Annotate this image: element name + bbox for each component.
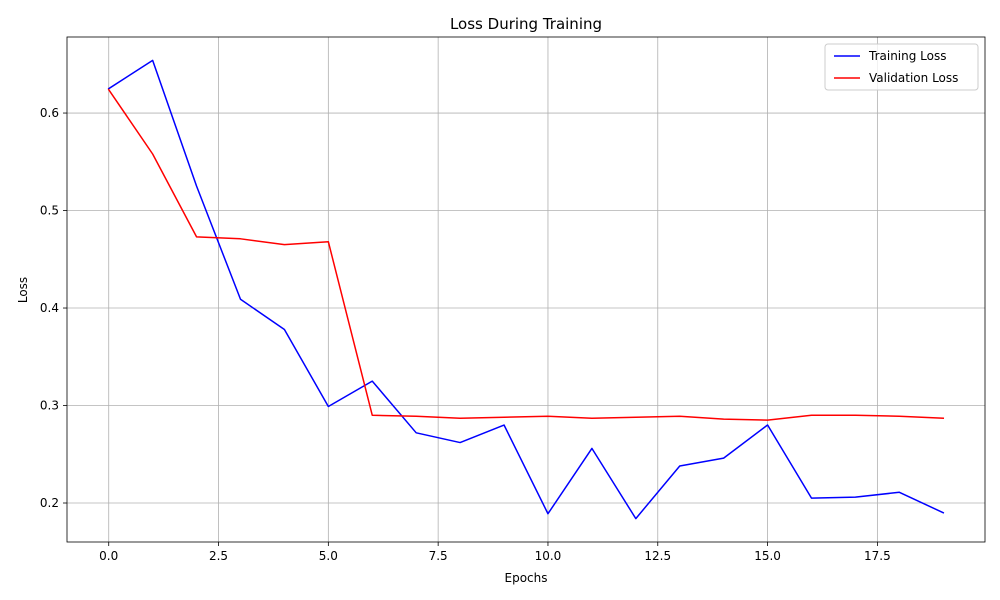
series-line-validation-loss: [107, 88, 945, 421]
legend: Training Loss Validation Loss: [824, 43, 979, 91]
y-tick-label: 0.4: [40, 301, 59, 315]
plot-frame: [66, 36, 986, 543]
x-tick-label: 12.5: [644, 549, 671, 563]
series-lines: [107, 59, 945, 520]
x-tick-label: 0.0: [99, 549, 118, 563]
x-axis-label: Epochs: [505, 571, 548, 585]
series-line-training-loss: [107, 59, 945, 520]
x-tick-label: 15.0: [754, 549, 781, 563]
y-tick-label: 0.6: [40, 106, 59, 120]
y-tick-label: 0.2: [40, 496, 59, 510]
chart-title: Loss During Training: [450, 15, 602, 33]
y-tick-label: 0.5: [40, 204, 59, 218]
legend-label-training: Training Loss: [868, 49, 946, 63]
axis-ticks: 0.0 2.5 5.0 7.5 10.0 12.5 15.0 17.5 0.2 0.3 0.4 0.5…: [40, 106, 891, 563]
x-tick-label: 2.5: [209, 549, 228, 563]
y-axis-label: Loss: [16, 277, 30, 303]
x-tick-label: 5.0: [319, 549, 338, 563]
x-tick-label: 10.0: [535, 549, 562, 563]
legend-box: [824, 43, 979, 91]
x-tick-label: 7.5: [429, 549, 448, 563]
grid-lines: [67, 37, 985, 542]
y-tick-label: 0.3: [40, 399, 59, 413]
legend-label-validation: Validation Loss: [869, 71, 958, 85]
x-tick-label: 17.5: [864, 549, 891, 563]
